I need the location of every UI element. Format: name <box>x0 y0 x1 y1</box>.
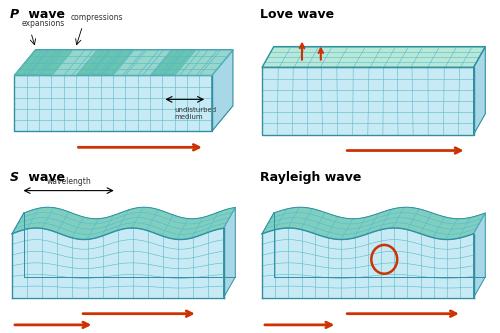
Text: expansions: expansions <box>22 19 64 28</box>
Polygon shape <box>14 50 48 75</box>
Polygon shape <box>14 75 212 131</box>
Polygon shape <box>162 50 196 75</box>
Polygon shape <box>76 50 110 75</box>
Text: Love wave: Love wave <box>260 8 334 21</box>
Polygon shape <box>262 67 474 135</box>
Polygon shape <box>200 50 233 75</box>
Polygon shape <box>175 50 208 75</box>
Text: wave: wave <box>24 8 65 21</box>
Text: S: S <box>10 171 18 184</box>
Polygon shape <box>474 47 486 135</box>
Polygon shape <box>113 50 146 75</box>
Polygon shape <box>12 228 224 298</box>
Polygon shape <box>52 50 85 75</box>
Text: P: P <box>10 8 19 21</box>
Polygon shape <box>88 50 122 75</box>
Polygon shape <box>39 50 72 75</box>
Polygon shape <box>187 50 220 75</box>
Polygon shape <box>101 50 134 75</box>
Polygon shape <box>126 50 159 75</box>
Polygon shape <box>14 50 233 75</box>
Polygon shape <box>64 50 97 75</box>
Polygon shape <box>474 213 486 298</box>
Polygon shape <box>224 207 235 298</box>
Text: wavelength: wavelength <box>46 177 91 186</box>
Polygon shape <box>262 207 486 239</box>
Polygon shape <box>150 50 184 75</box>
Polygon shape <box>212 50 233 131</box>
Text: compressions: compressions <box>71 13 124 22</box>
Polygon shape <box>138 50 172 75</box>
Text: wave: wave <box>24 171 65 184</box>
Polygon shape <box>262 228 474 298</box>
Polygon shape <box>262 47 486 67</box>
Text: Rayleigh wave: Rayleigh wave <box>260 171 361 184</box>
Polygon shape <box>26 50 60 75</box>
Polygon shape <box>12 207 235 239</box>
Text: undisturbed
medium: undisturbed medium <box>174 107 216 120</box>
